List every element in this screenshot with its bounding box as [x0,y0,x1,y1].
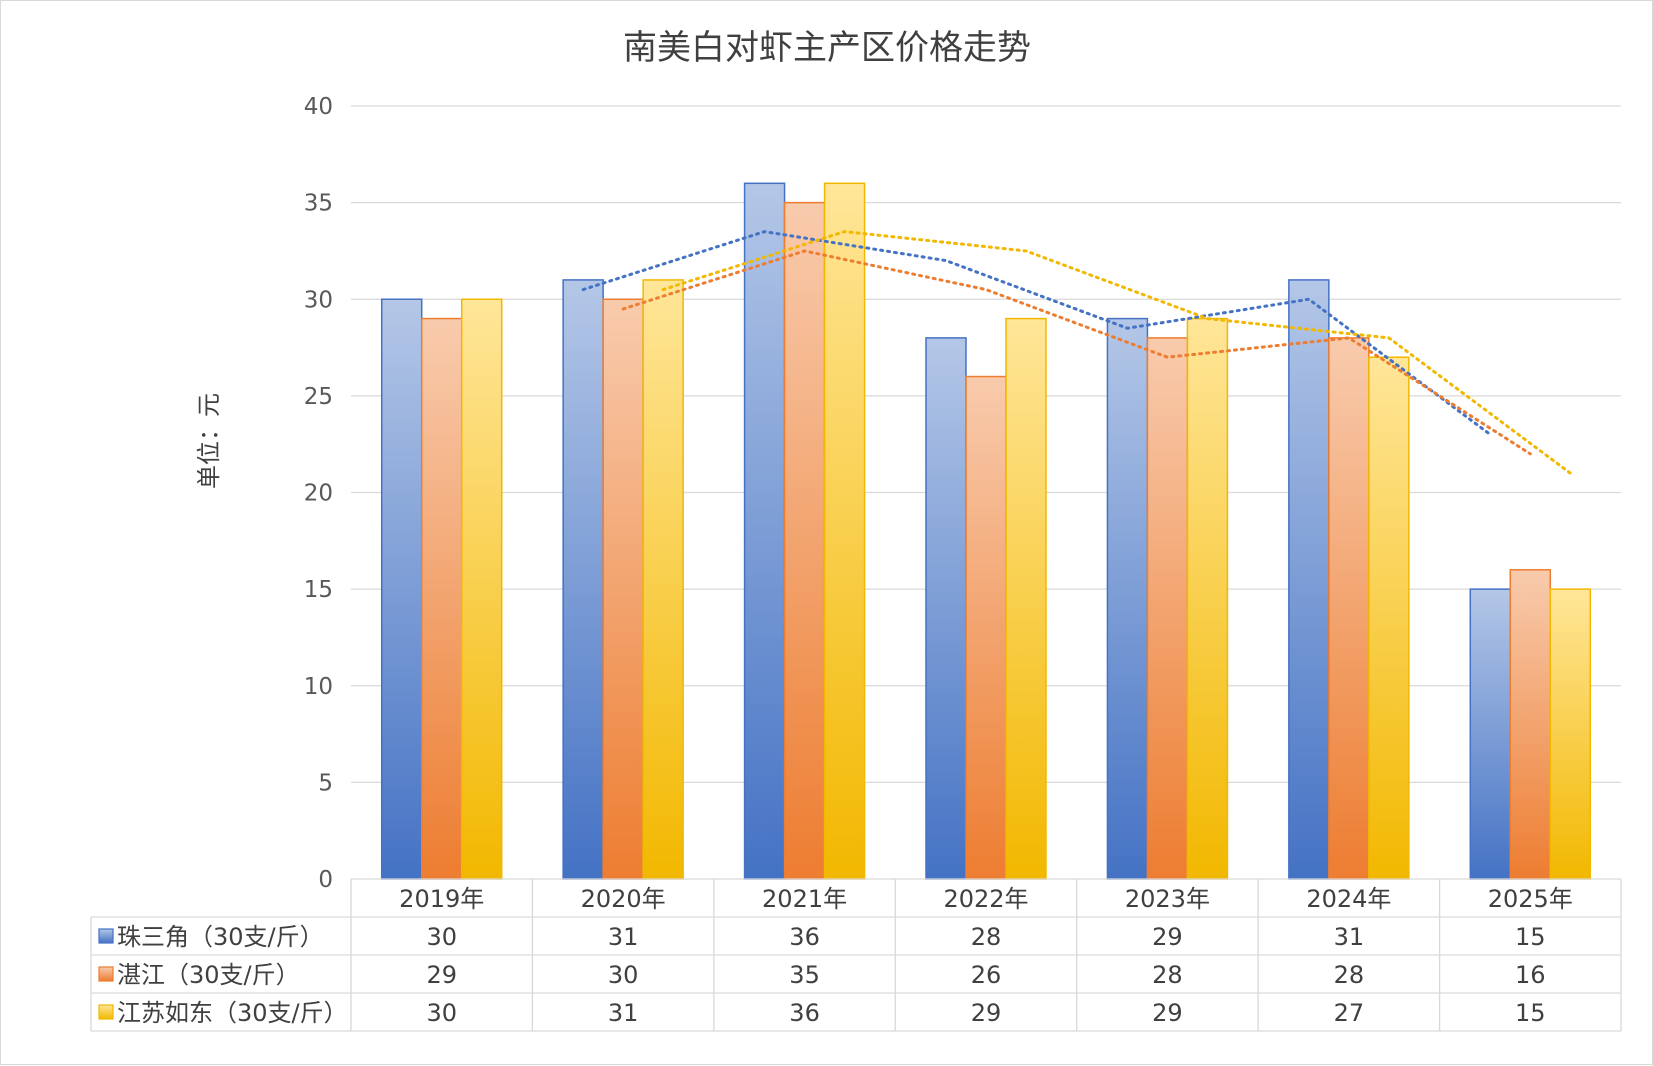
trendline-3 [661,230,1572,475]
data-label: 29 [426,961,457,989]
x-tick-label: 2025年 [1488,885,1573,913]
bar-3-2 [642,279,684,880]
legend-label-2: 湛江（30支/斤） [117,961,300,989]
data-label: 31 [608,999,639,1027]
data-label: 15 [1515,999,1546,1027]
x-tick-label: 2019年 [399,885,484,913]
y-tick-label: 30 [304,287,333,313]
y-tick-label: 20 [304,481,333,507]
y-tick-label: 0 [318,867,333,893]
y-tick-label: 10 [304,674,333,700]
bar-1-6 [1288,279,1330,880]
legend-label-1: 珠三角（30支/斤） [117,923,324,951]
y-tick-label: 15 [304,577,333,603]
bar-1-1 [380,298,423,880]
trendline-layer [581,230,1572,475]
data-label: 29 [1152,999,1183,1027]
data-label: 29 [971,999,1002,1027]
y-axis-label: 单位：元 [195,393,223,489]
data-label: 28 [971,923,1002,951]
bar-layer [380,182,1592,880]
bar-3-3 [823,182,866,880]
data-label: 30 [608,961,639,989]
data-label: 27 [1334,999,1365,1027]
bar-1-5 [1106,317,1149,880]
bar-2-7 [1509,569,1552,880]
trendline-1 [581,230,1492,437]
data-label: 15 [1515,923,1546,951]
bar-2-5 [1146,337,1189,880]
bar-2-1 [420,317,463,880]
bar-3-6 [1368,356,1410,880]
data-table: 2019年 2020年 2021年 2022年 2023年 2024年 2025年珠三角（3… [90,878,1622,1032]
data-label: 36 [789,999,820,1027]
y-tick-labels: 0 5 10 15 20 25 30 35 40 [304,94,333,893]
bar-1-4 [925,337,967,880]
legend-label-3: 江苏如东（30支/斤） [117,999,348,1027]
x-tick-label: 2022年 [943,885,1028,913]
y-tick-label: 5 [318,770,333,796]
x-tick-label: 2024年 [1306,885,1391,913]
x-tick-label: 2023年 [1125,885,1210,913]
bar-1-7 [1469,588,1512,880]
data-label: 30 [426,923,457,951]
y-tick-label: 25 [304,384,333,410]
data-label: 36 [789,923,820,951]
data-label: 31 [608,923,639,951]
bar-3-5 [1186,317,1229,880]
y-tick-label: 40 [304,94,333,120]
data-label: 31 [1334,923,1365,951]
y-tick-label: 35 [304,191,333,217]
bar-2-2 [602,298,644,880]
data-label: 28 [1152,961,1183,989]
bar-2-6 [1328,337,1370,880]
bar-2-4 [965,375,1007,880]
bar-1-3 [743,182,786,880]
bar-1-2 [562,279,604,880]
legend-swatch-3 [98,1004,114,1020]
x-tick-label: 2021年 [762,885,847,913]
legend-swatch-1 [98,928,114,944]
x-tick-label: 2020年 [581,885,666,913]
data-label: 29 [1152,923,1183,951]
data-label: 30 [426,999,457,1027]
data-label: 16 [1515,961,1546,989]
bar-2-3 [783,201,826,880]
data-label: 35 [789,961,820,989]
chart-title: 南美白对虾主产区价格走势 [623,28,1031,68]
bar-3-7 [1549,588,1592,880]
bar-3-4 [1005,317,1047,880]
data-label: 26 [971,961,1002,989]
bar-3-1 [460,298,503,880]
data-label: 28 [1334,961,1365,989]
legend-swatch-2 [98,966,114,982]
